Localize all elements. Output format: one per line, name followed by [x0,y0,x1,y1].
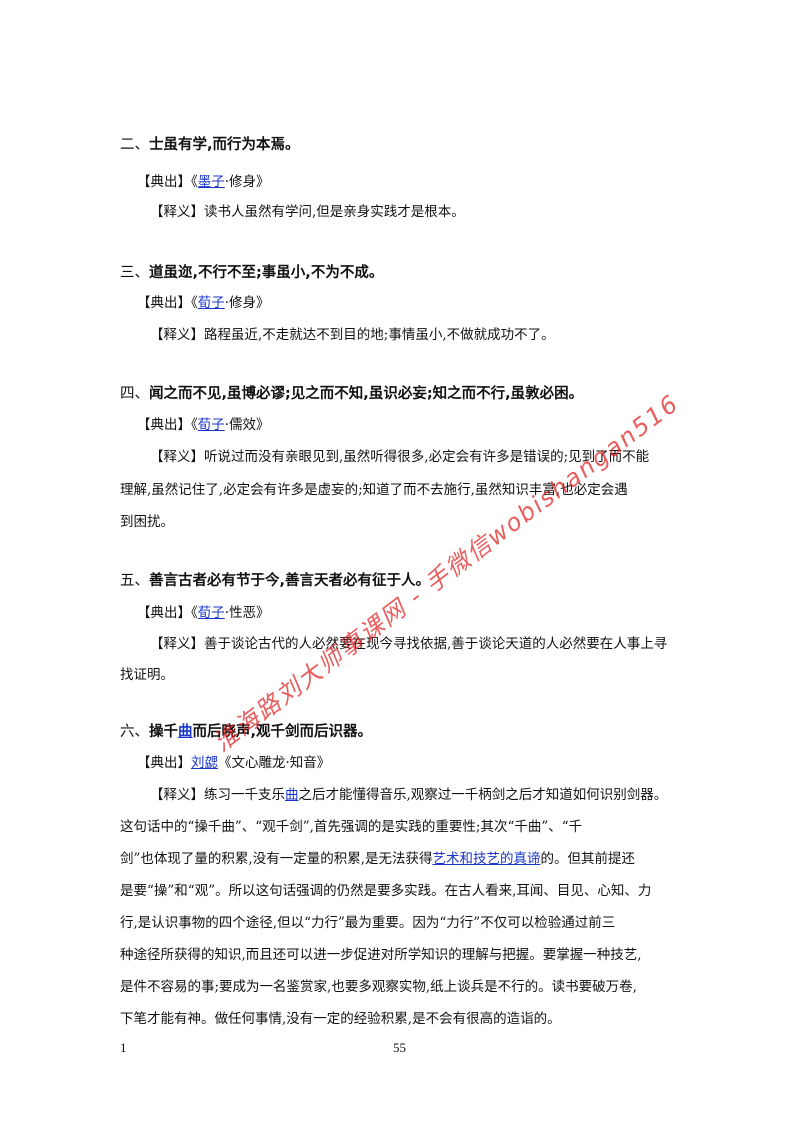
section-6-meaning-line-5: 行,是认识事物的四个途径,但以“力行”最为重要。因为“力行”不仅可以检验通过前三 [120,915,616,931]
page-number: 55 [393,1040,406,1055]
section-6-meaning-line-7: 是件不容易的事;要成为一名鉴赏家,也要多观察实物,纸上谈兵是不行的。读书要破万卷… [120,979,637,995]
section-6-meaning-line-6: 种途径所获得的知识,而且还可以进一步促进对所学知识的理解与把握。要掌握一种技艺, [120,947,642,963]
section-4-meaning-line-2: 理解,虽然记住了,必定会有许多是虚妄的;知道了而不去施行,虽然知识丰富,也必定会… [120,482,628,498]
section-5-heading: 五、善言古者必有节于今,善言天者必有征于人。 [120,573,431,589]
section-6-source: 【典出】刘勰《文心雕龙·知音》 [137,755,331,771]
section-4-meaning-line-3: 到困扰。 [120,514,174,530]
footer-left-number: 1 [120,1040,127,1055]
section-6-meaning-line-4: 是要“操”和“观”。所以这句话强调的仍然是要多实践。在古人看来,耳闻、目见、心知… [120,883,652,899]
section-2-source: 【典出】《墨子·修身》 [137,174,270,190]
section-4-source: 【典出】《荀子·儒效》 [137,417,270,433]
section-6-meaning-line-2: 这句话中的“操千曲”、“观千剑”,首先强调的是实践的重要性;其次“千曲”、“千 [120,819,583,835]
source-link[interactable]: 荀子 [197,417,225,433]
section-3-meaning: 【释义】路程虽近,不走就达不到目的地;事情虽小,不做就成功不了。 [150,327,555,343]
source-link[interactable]: 墨子 [197,174,225,190]
section-6-heading: 六、操千曲而后晓声,观千剑而后识器。 [120,724,373,740]
heading-link[interactable]: 曲 [178,724,193,740]
section-5-meaning-line-2: 找证明。 [120,667,174,683]
source-link[interactable]: 荀子 [197,295,225,311]
section-6-meaning-line-8: 下笔才能有神。做任何事情,没有一定的经验积累,是不会有很高的造诣的。 [120,1011,561,1027]
section-6-meaning-line-1: 【释义】练习一千支乐曲之后才能懂得音乐,观察过一千柄剑之后才知道如何识别剑器。 [150,787,668,803]
section-6-meaning-line-3: 剑”也体现了量的积累,没有一定量的积累,是无法获得艺术和技艺的真谛的。但其前提还 [120,851,635,867]
author-link[interactable]: 刘勰 [191,755,218,771]
section-4-meaning-line-1: 【释义】听说过而没有亲眼见到,虽然听得很多,必定会有许多是错误的;见到了而不能 [150,449,650,465]
section-2-meaning: 【释义】读书人虽然有学问,但是亲身实践才是根本。 [150,204,465,220]
section-4-heading: 四、闻之而不见,虽博必谬;见之而不知,虽识必妄;知之而不行,虽敦必困。 [120,386,584,402]
section-3-heading: 三、道虽迩,不行不至;事虽小,不为不成。 [120,265,384,281]
section-3-source: 【典出】《荀子·修身》 [137,295,270,311]
section-5-meaning-line-1: 【释义】善于谈论古代的人必然要在现今寻找依据,善于谈论天道的人必然要在人事上寻 [150,636,668,652]
section-2-heading: 二、士虽有学,而行为本焉。 [120,137,300,153]
inline-link[interactable]: 曲 [285,787,299,803]
source-link[interactable]: 荀子 [197,605,225,621]
section-5-source: 【典出】《荀子·性恶》 [137,605,270,621]
inline-link[interactable]: 艺术和技艺的真谛 [432,851,541,867]
